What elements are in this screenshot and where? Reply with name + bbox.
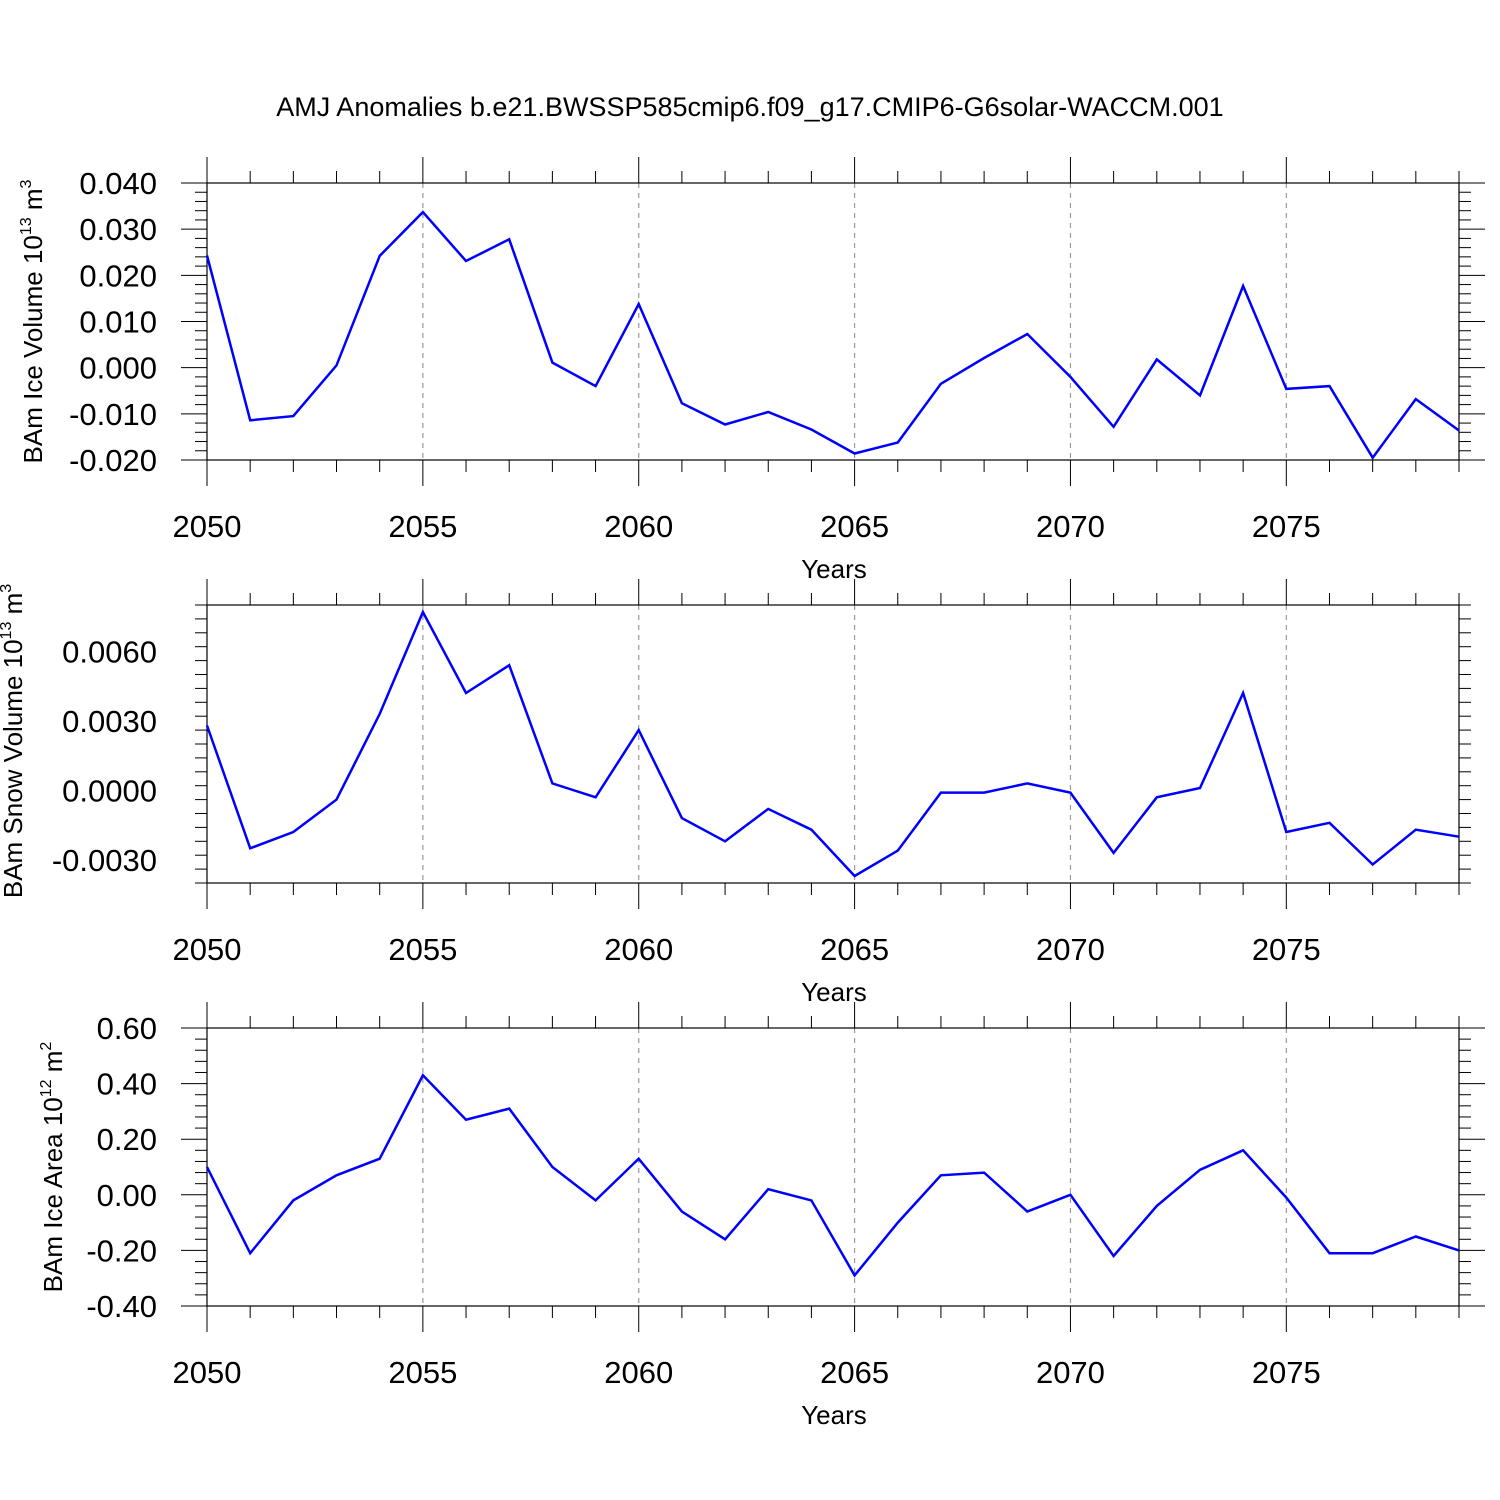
x-tick-label: 2065 [820, 932, 889, 967]
x-tick-label: 2075 [1252, 1355, 1321, 1390]
y-tick-label: 0.030 [79, 212, 157, 247]
y-axis-label: BAm Ice Volume 1013 m3 [18, 179, 48, 463]
x-tick-label: 2060 [604, 1355, 673, 1390]
y-tick-label: 0.00 [97, 1178, 157, 1213]
x-tick-label: 2065 [820, 1355, 889, 1390]
y-tick-label: 0.010 [79, 305, 157, 340]
y-tick-label: 0.20 [97, 1122, 157, 1157]
y-tick-label: -0.0030 [52, 843, 157, 878]
series-line [205, 609, 1460, 878]
x-axis-label: Years [801, 1400, 867, 1430]
y-tick-label: 0.000 [79, 351, 157, 386]
y-axis-label: BAm Ice Area 1012 m2 [38, 1042, 68, 1293]
x-axis-label: Years [801, 977, 867, 1007]
series-line [205, 1073, 1460, 1278]
x-tick-label: 2070 [1036, 932, 1105, 967]
y-tick-label: 0.040 [79, 166, 157, 201]
plot-frame [206, 1027, 1460, 1307]
y-axis-label: BAm Snow Volume 1013 m3 [0, 584, 28, 898]
x-tick-label: 2070 [1036, 509, 1105, 544]
y-tick-label: 0.60 [97, 1011, 157, 1046]
panel-ice-area: -0.40 -0.20 0.00 0.20 0.40 0.60 2050 2055 2060 20… [38, 1002, 1485, 1430]
y-tick-label: -0.20 [86, 1233, 157, 1268]
panel-snow-volume: -0.0030 0.0000 0.0030 0.0060 2050 2055 2060 206… [0, 579, 1471, 1007]
y-tick-label: 0.0000 [62, 773, 157, 808]
y-tick-label: 0.40 [97, 1067, 157, 1102]
plot-frame [206, 604, 1460, 884]
x-axis-label: Years [801, 554, 867, 584]
y-tick-label: -0.020 [69, 443, 157, 478]
x-tick-label: 2060 [604, 932, 673, 967]
x-tick-label: 2055 [388, 1355, 457, 1390]
y-tick-label: 0.020 [79, 258, 157, 293]
x-tick-label: 2050 [173, 509, 242, 544]
plot-frame [206, 182, 1460, 461]
x-tick-label: 2050 [173, 1355, 242, 1390]
series-line [205, 210, 1460, 460]
x-tick-label: 2050 [173, 932, 242, 967]
y-tick-label: -0.40 [86, 1289, 157, 1324]
x-tick-label: 2055 [388, 509, 457, 544]
x-tick-label: 2075 [1252, 932, 1321, 967]
x-tick-label: 2065 [820, 509, 889, 544]
y-tick-label: 0.0030 [62, 704, 157, 739]
figure-title: AMJ Anomalies b.e21.BWSSP585cmip6.f09_g1… [276, 92, 1224, 122]
x-tick-label: 2070 [1036, 1355, 1105, 1390]
x-tick-label: 2075 [1252, 509, 1321, 544]
x-tick-label: 2055 [388, 932, 457, 967]
y-tick-label: 0.0060 [62, 634, 157, 669]
panel-ice-volume: -0.020 -0.010 0.000 0.010 0.020 0.030 0.040 205… [18, 157, 1485, 584]
x-tick-label: 2060 [604, 509, 673, 544]
y-tick-label: -0.010 [69, 397, 157, 432]
